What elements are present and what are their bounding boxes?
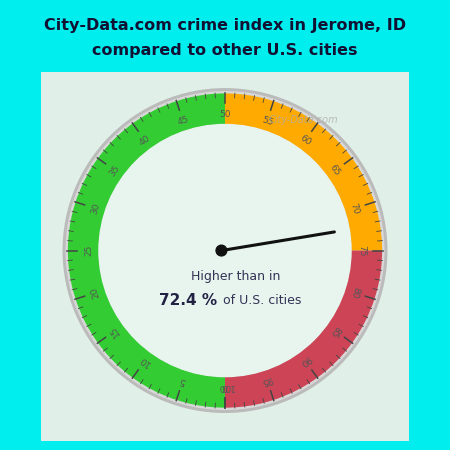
Text: Higher than in: Higher than in [191, 270, 280, 283]
Text: 40: 40 [138, 133, 152, 147]
Text: 10: 10 [138, 354, 152, 368]
Text: of U.S. cities: of U.S. cities [219, 294, 302, 307]
Text: 5: 5 [179, 375, 187, 385]
Text: 45: 45 [176, 115, 190, 127]
Text: 72.4 %: 72.4 % [158, 293, 216, 308]
Text: 30: 30 [89, 202, 101, 215]
Wedge shape [225, 94, 382, 251]
Text: 15: 15 [108, 324, 122, 338]
Text: City-Data.com: City-Data.com [269, 115, 338, 125]
Text: 85: 85 [328, 324, 342, 338]
Text: 100: 100 [216, 382, 234, 392]
Text: compared to other U.S. cities: compared to other U.S. cities [92, 43, 358, 58]
Text: 55: 55 [260, 115, 274, 127]
Text: 65: 65 [328, 163, 342, 178]
Text: 50: 50 [219, 110, 231, 119]
Wedge shape [68, 94, 225, 408]
Text: 80: 80 [349, 286, 361, 300]
Wedge shape [225, 251, 382, 408]
Wedge shape [63, 88, 387, 413]
Text: City-Data.com crime index in Jerome, ID: City-Data.com crime index in Jerome, ID [44, 18, 406, 33]
FancyBboxPatch shape [38, 70, 412, 443]
Circle shape [99, 124, 351, 377]
Text: 20: 20 [90, 286, 101, 299]
Text: 95: 95 [260, 374, 274, 386]
Text: 70: 70 [349, 202, 361, 215]
Text: 35: 35 [108, 163, 122, 178]
Text: 90: 90 [298, 354, 312, 368]
Wedge shape [66, 91, 384, 410]
Text: 0: 0 [222, 382, 228, 392]
Text: 60: 60 [298, 133, 312, 147]
Text: 75: 75 [357, 245, 366, 256]
Circle shape [216, 245, 227, 256]
Text: 25: 25 [84, 245, 93, 256]
